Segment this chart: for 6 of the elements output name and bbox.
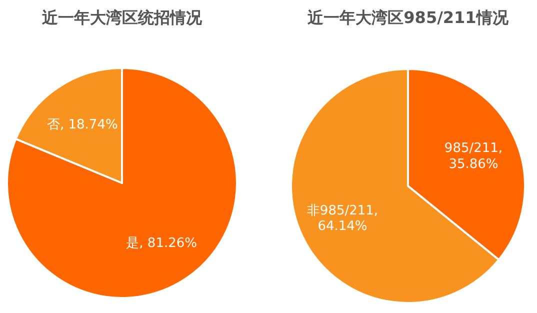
slice-label: 是, 81.26% <box>126 236 198 251</box>
slice-label: 非985/211, 64.14% <box>306 204 378 234</box>
slice-label: 985/211, 35.86% <box>444 141 503 172</box>
chart-title: 近一年大湾区统招情况 <box>41 8 203 27</box>
chart-title: 近一年大湾区985/211情况 <box>306 8 510 27</box>
slice-label: 否, 18.74% <box>46 117 118 132</box>
